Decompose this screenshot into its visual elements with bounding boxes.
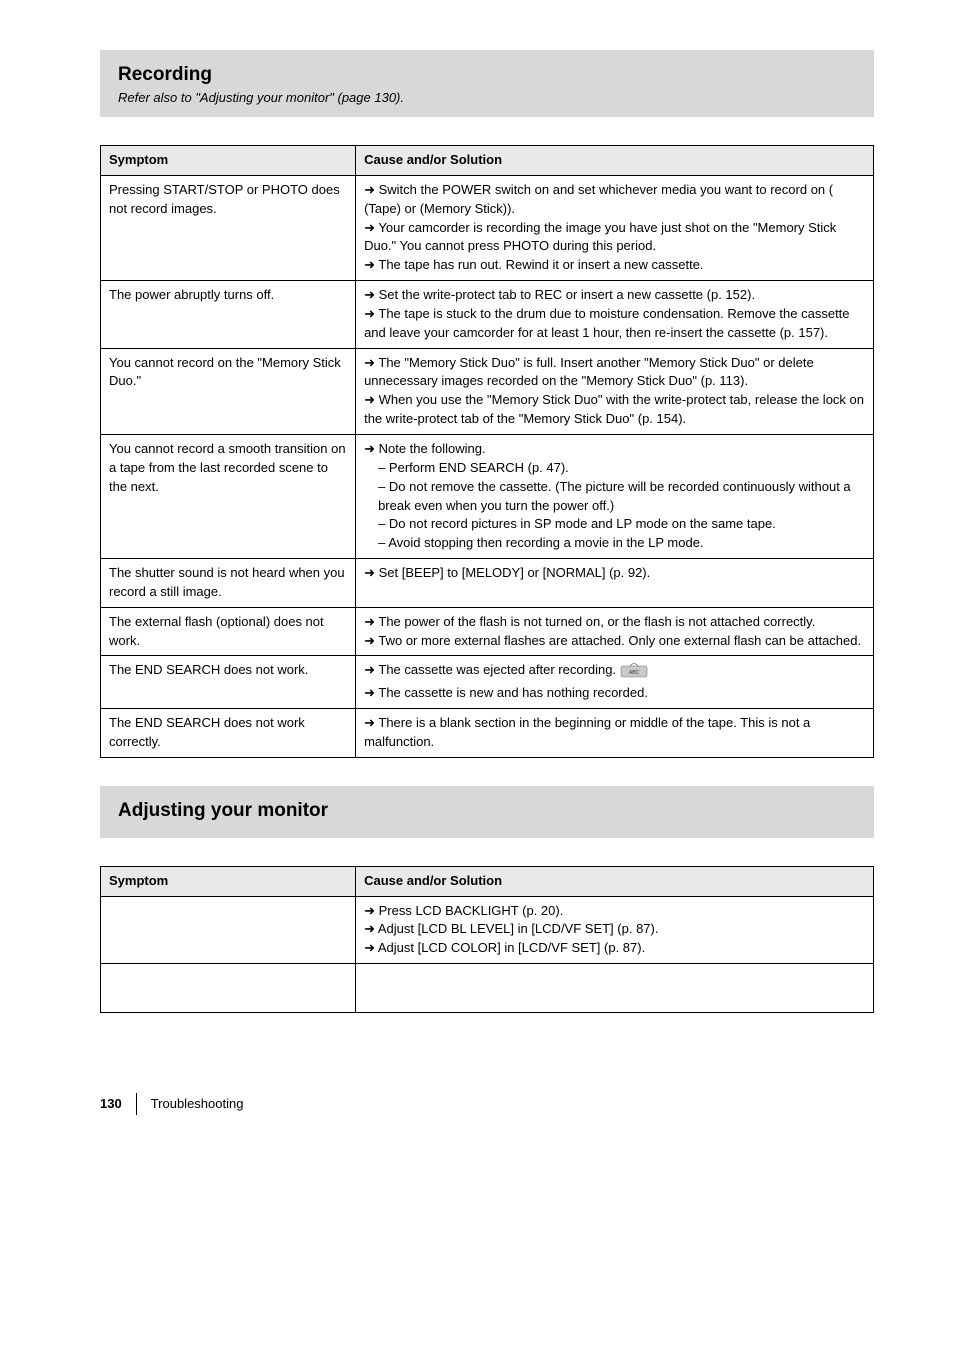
arrow-icon: ➜ xyxy=(364,921,375,936)
solution-line: Note the following. xyxy=(379,441,486,456)
page-number: 130 xyxy=(100,1096,122,1111)
section-subtitle: Refer also to "Adjusting your monitor" (… xyxy=(118,90,856,105)
section-header-monitor: Adjusting your monitor xyxy=(100,786,874,838)
footer-divider xyxy=(136,1093,137,1115)
arrow-icon: ➜ xyxy=(364,392,375,407)
solution-cell: ➜ Set the write-protect tab to REC or in… xyxy=(356,281,874,349)
arrow-icon: ➜ xyxy=(364,903,375,918)
solution-cell: ➜ The "Memory Stick Duo" is full. Insert… xyxy=(356,348,874,434)
arrow-icon: ➜ xyxy=(364,633,375,648)
arrow-icon: ➜ xyxy=(364,565,375,580)
arrow-icon: ➜ xyxy=(364,662,375,677)
section-title: Adjusting your monitor xyxy=(118,800,856,822)
solution-line: Set [BEEP] to [MELODY] or [NORMAL] (p. 9… xyxy=(379,565,651,580)
footer-label: Troubleshooting xyxy=(151,1096,244,1111)
table-row: You cannot record on the "Memory Stick D… xyxy=(101,348,874,434)
troubleshooting-table-monitor: Symptom Cause and/or Solution ➜ Press LC… xyxy=(100,866,874,1013)
arrow-icon: ➜ xyxy=(364,220,375,235)
solution-cell: ➜ Press LCD BACKLIGHT (p. 20). ➜ Adjust … xyxy=(356,896,874,964)
symptom-cell: You cannot record on the "Memory Stick D… xyxy=(101,348,356,434)
arrow-icon: ➜ xyxy=(364,182,375,197)
solution-line: The cassette is new and has nothing reco… xyxy=(378,685,648,700)
arrow-icon: ➜ xyxy=(364,287,375,302)
troubleshooting-table-recording: Symptom Cause and/or Solution Pressing S… xyxy=(100,145,874,758)
solution-cell: ➜ Switch the POWER switch on and set whi… xyxy=(356,175,874,280)
symptom-cell: Pressing START/STOP or PHOTO does not re… xyxy=(101,175,356,280)
solution-line: Set the write-protect tab to REC or inse… xyxy=(379,287,755,302)
table-row xyxy=(101,964,874,1013)
arrow-icon: ➜ xyxy=(364,257,375,272)
arrow-icon: ➜ xyxy=(364,614,375,629)
symptom-cell xyxy=(101,896,356,964)
solution-line: Two or more external flashes are attache… xyxy=(378,633,861,648)
solution-line: Adjust [LCD BL LEVEL] in [LCD/VF SET] (p… xyxy=(378,921,659,936)
solution-subline: – Do not remove the cassette. (The pictu… xyxy=(364,478,865,516)
solution-cell xyxy=(356,964,874,1013)
solution-line: The cassette was ejected after recording… xyxy=(378,662,616,677)
th-symptom: Symptom xyxy=(101,146,356,176)
section-header-recording: Recording Refer also to "Adjusting your … xyxy=(100,50,874,117)
th-solution: Cause and/or Solution xyxy=(356,866,874,896)
page: Recording Refer also to "Adjusting your … xyxy=(0,0,954,1155)
symptom-cell: The external flash (optional) does not w… xyxy=(101,607,356,656)
section-title: Recording xyxy=(118,64,856,86)
solution-line: Switch the POWER switch on and set which… xyxy=(364,182,833,216)
solution-line: There is a blank section in the beginnin… xyxy=(364,715,810,749)
symptom-cell: The END SEARCH does not work correctly. xyxy=(101,709,356,758)
symptom-cell: The power abruptly turns off. xyxy=(101,281,356,349)
solution-line: The "Memory Stick Duo" is full. Insert a… xyxy=(364,355,814,389)
table-row: The power abruptly turns off. ➜ Set the … xyxy=(101,281,874,349)
solution-cell: ➜ The power of the flash is not turned o… xyxy=(356,607,874,656)
solution-subline: – Perform END SEARCH (p. 47). xyxy=(364,459,865,478)
th-symptom: Symptom xyxy=(101,866,356,896)
table-row: The END SEARCH does not work. ➜ The cass… xyxy=(101,656,874,709)
symptom-cell: You cannot record a smooth transition on… xyxy=(101,434,356,558)
solution-cell: ➜ Set [BEEP] to [MELODY] or [NORMAL] (p.… xyxy=(356,559,874,608)
solution-cell: ➜ The cassette was ejected after recordi… xyxy=(356,656,874,709)
arrow-icon: ➜ xyxy=(364,355,375,370)
abc-keyboard-icon: ABC xyxy=(620,662,648,684)
page-footer: 130 Troubleshooting xyxy=(100,1093,874,1115)
solution-line: When you use the "Memory Stick Duo" with… xyxy=(364,392,864,426)
symptom-cell: The shutter sound is not heard when you … xyxy=(101,559,356,608)
table-row: The shutter sound is not heard when you … xyxy=(101,559,874,608)
th-solution: Cause and/or Solution xyxy=(356,146,874,176)
solution-subline: – Avoid stopping then recording a movie … xyxy=(364,534,865,553)
svg-text:ABC: ABC xyxy=(629,670,640,676)
solution-cell: ➜ Note the following. – Perform END SEAR… xyxy=(356,434,874,558)
table-row: You cannot record a smooth transition on… xyxy=(101,434,874,558)
solution-line: Press LCD BACKLIGHT (p. 20). xyxy=(379,903,564,918)
arrow-icon: ➜ xyxy=(364,685,375,700)
solution-line: Your camcorder is recording the image yo… xyxy=(364,220,836,254)
solution-cell: ➜ There is a blank section in the beginn… xyxy=(356,709,874,758)
table-row: The external flash (optional) does not w… xyxy=(101,607,874,656)
arrow-icon: ➜ xyxy=(364,306,375,321)
symptom-cell: The END SEARCH does not work. xyxy=(101,656,356,709)
arrow-icon: ➜ xyxy=(364,441,375,456)
symptom-cell xyxy=(101,964,356,1013)
solution-line: The tape is stuck to the drum due to moi… xyxy=(364,306,849,340)
solution-line: The power of the flash is not turned on,… xyxy=(378,614,815,629)
arrow-icon: ➜ xyxy=(364,940,375,955)
solution-line: Adjust [LCD COLOR] in [LCD/VF SET] (p. 8… xyxy=(378,940,645,955)
arrow-icon: ➜ xyxy=(364,715,375,730)
table-row: ➜ Press LCD BACKLIGHT (p. 20). ➜ Adjust … xyxy=(101,896,874,964)
table-row: The END SEARCH does not work correctly. … xyxy=(101,709,874,758)
table-row: Pressing START/STOP or PHOTO does not re… xyxy=(101,175,874,280)
solution-subline: – Do not record pictures in SP mode and … xyxy=(364,515,865,534)
solution-line: The tape has run out. Rewind it or inser… xyxy=(378,257,703,272)
